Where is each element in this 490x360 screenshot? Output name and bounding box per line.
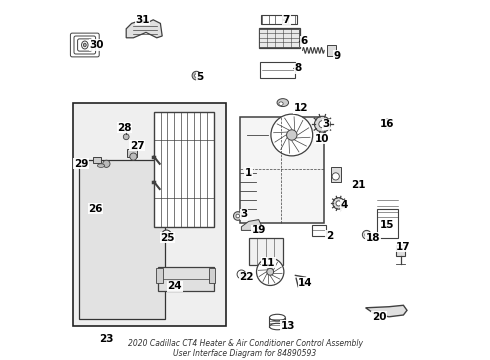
Circle shape (332, 173, 339, 180)
Polygon shape (126, 20, 162, 38)
Text: 22: 22 (240, 272, 254, 282)
Circle shape (233, 212, 242, 220)
Circle shape (162, 230, 171, 239)
Text: 6: 6 (301, 36, 308, 46)
Text: 23: 23 (99, 334, 114, 344)
Bar (312, 225, 326, 236)
Polygon shape (366, 305, 407, 317)
Ellipse shape (270, 314, 285, 321)
Text: 3: 3 (241, 209, 248, 219)
Text: 19: 19 (251, 225, 266, 235)
Bar (259, 29, 299, 47)
Bar (247, 122, 269, 148)
Ellipse shape (384, 119, 391, 129)
Text: 29: 29 (74, 159, 88, 169)
Circle shape (123, 134, 129, 140)
Text: 17: 17 (395, 242, 410, 252)
Bar (73, 103, 226, 326)
Circle shape (236, 214, 240, 218)
Text: 4: 4 (341, 200, 348, 210)
Circle shape (336, 201, 341, 206)
FancyBboxPatch shape (71, 33, 99, 57)
Circle shape (267, 269, 273, 275)
Ellipse shape (270, 323, 285, 330)
Ellipse shape (279, 102, 283, 105)
Bar (94, 157, 101, 163)
Text: 11: 11 (261, 258, 276, 268)
Bar (156, 268, 163, 283)
Circle shape (287, 130, 297, 140)
Text: 25: 25 (160, 233, 175, 243)
Text: 24: 24 (168, 281, 182, 291)
Circle shape (165, 233, 169, 237)
Text: 13: 13 (281, 321, 295, 331)
Text: 12: 12 (294, 103, 308, 113)
Circle shape (315, 116, 330, 132)
Ellipse shape (277, 99, 289, 107)
Text: 21: 21 (351, 180, 366, 190)
Text: 15: 15 (380, 220, 394, 230)
Text: 8: 8 (294, 63, 302, 73)
Bar (209, 268, 215, 283)
Ellipse shape (98, 164, 104, 167)
Ellipse shape (83, 43, 86, 47)
Bar (158, 267, 214, 291)
Bar (79, 160, 165, 319)
Circle shape (365, 233, 368, 237)
Circle shape (333, 198, 344, 209)
Text: 30: 30 (90, 40, 104, 50)
Text: 28: 28 (117, 123, 132, 133)
Ellipse shape (81, 41, 88, 49)
Bar (261, 15, 297, 24)
Bar (260, 62, 294, 78)
Polygon shape (396, 245, 405, 256)
Circle shape (271, 114, 313, 156)
Circle shape (319, 121, 326, 128)
Polygon shape (242, 220, 261, 230)
Bar (327, 45, 336, 56)
Text: 10: 10 (315, 134, 329, 144)
Text: 2: 2 (326, 231, 333, 241)
Circle shape (130, 153, 137, 160)
Bar (126, 149, 137, 157)
Circle shape (237, 270, 245, 279)
Text: 5: 5 (196, 72, 204, 82)
Text: 14: 14 (298, 278, 313, 288)
Ellipse shape (386, 122, 389, 127)
Circle shape (195, 74, 198, 77)
Text: 31: 31 (135, 15, 149, 25)
Bar (154, 112, 214, 227)
Text: 7: 7 (283, 15, 290, 25)
Circle shape (240, 273, 243, 276)
FancyBboxPatch shape (74, 36, 96, 54)
Text: 3: 3 (322, 119, 330, 129)
Bar (259, 28, 300, 48)
Bar (377, 209, 398, 238)
Text: 18: 18 (366, 233, 380, 243)
Text: 27: 27 (130, 141, 145, 151)
FancyBboxPatch shape (77, 39, 92, 51)
Text: 9: 9 (333, 51, 341, 61)
Text: 2020 Cadillac CT4 Heater & Air Conditioner Control Assembly
User Interface Diagr: 2020 Cadillac CT4 Heater & Air Condition… (127, 339, 363, 358)
Circle shape (363, 230, 371, 239)
Text: 26: 26 (88, 204, 103, 214)
Text: 16: 16 (380, 119, 394, 129)
Circle shape (192, 71, 201, 80)
Bar (248, 238, 283, 265)
Text: 1: 1 (245, 168, 252, 178)
Circle shape (103, 160, 110, 167)
Bar (331, 167, 341, 182)
Circle shape (257, 258, 284, 285)
Text: 20: 20 (372, 312, 386, 322)
Bar (240, 117, 324, 223)
